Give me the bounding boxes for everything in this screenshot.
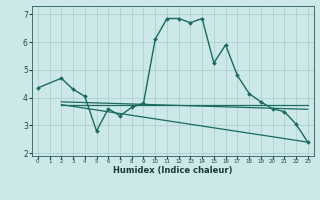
X-axis label: Humidex (Indice chaleur): Humidex (Indice chaleur) (113, 166, 233, 175)
